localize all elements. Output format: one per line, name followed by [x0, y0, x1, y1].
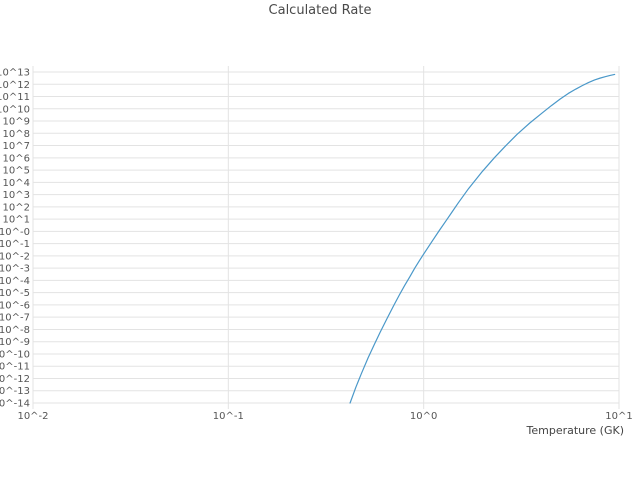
- y-tick-label: 10^-13: [0, 386, 30, 397]
- y-tick-label: 10^8: [3, 129, 30, 140]
- y-tick-label: 10^-11: [0, 362, 30, 373]
- y-tick-label: 10^-4: [0, 276, 30, 287]
- y-tick-label: 10^-3: [0, 264, 30, 275]
- y-tick-label: 10^2: [3, 202, 30, 213]
- y-tick-label: 10^6: [3, 153, 30, 164]
- y-tick-label: 10^9: [3, 117, 30, 128]
- y-tick-label: 10^-10: [0, 349, 30, 360]
- y-tick-label: 10^13: [0, 68, 30, 79]
- y-tick-label: 10^5: [3, 166, 30, 177]
- y-tick-label: 10^-9: [0, 337, 30, 348]
- x-tick-label: 10^-1: [213, 411, 244, 422]
- y-tick-label: 10^-2: [0, 251, 30, 262]
- x-tick-label: 10^0: [410, 411, 437, 422]
- x-tick-label: 10^-2: [17, 411, 48, 422]
- plot-area: [33, 66, 619, 409]
- y-tick-label: 10^-5: [0, 288, 30, 299]
- y-tick-label: 10^4: [3, 178, 30, 189]
- x-axis-label: Temperature (GK): [526, 424, 625, 437]
- y-tick-label: 10^-1: [0, 239, 30, 250]
- y-tick-label: 10^-12: [0, 374, 30, 385]
- y-tick-label: 10^-8: [0, 325, 30, 336]
- y-tick-label: 10^-14: [0, 399, 30, 410]
- y-tick-label: 10^-6: [0, 300, 30, 311]
- y-tick-label: 10^-7: [0, 313, 30, 324]
- y-tick-label: 10^11: [0, 92, 30, 103]
- chart-title: Calculated Rate: [268, 3, 372, 18]
- y-tick-label: 10^12: [0, 80, 30, 91]
- y-tick-label: 10^3: [3, 190, 30, 201]
- y-tick-label: 10^-0: [0, 227, 30, 238]
- x-tick-label: 10^1: [605, 411, 632, 422]
- series-line-calculated-rate: [349, 73, 616, 404]
- y-tick-label: 10^10: [0, 104, 30, 115]
- y-tick-label: 10^1: [3, 215, 30, 226]
- y-tick-label: 10^7: [3, 141, 30, 152]
